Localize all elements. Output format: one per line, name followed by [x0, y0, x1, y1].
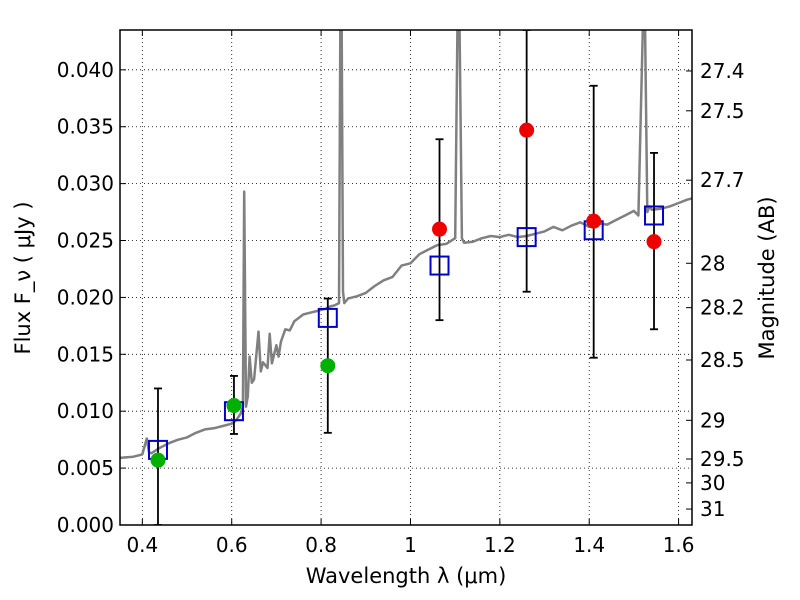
- magnitude-axis-label: Magnitude (AB): [755, 196, 779, 359]
- y-tick-label: 0.000: [57, 513, 114, 537]
- model-point: [516, 227, 537, 248]
- magnitude-tick-label: 27.5: [700, 99, 745, 123]
- x-axis: 0.4 0.6 0.8 1 1.2 1.4 1.6: [126, 30, 695, 557]
- observed-point: [519, 122, 535, 138]
- y-tick-label: 0.020: [57, 285, 114, 309]
- plot-frame: [119, 29, 693, 526]
- x-tick-label: 0.6: [216, 533, 248, 557]
- observed-point: [646, 234, 662, 250]
- magnitude-tick-label: 31: [700, 497, 725, 521]
- y-tick-label: 0.040: [57, 58, 114, 82]
- y-tick-label: 0.005: [57, 456, 114, 480]
- magnitude-tick-label: 28: [700, 251, 725, 275]
- x-tick-label: 1.4: [573, 533, 605, 557]
- x-tick-label: 1.6: [663, 533, 695, 557]
- x-tick-label: 1: [404, 533, 417, 557]
- magnitude-tick-label: 28.5: [700, 348, 745, 372]
- observed-point: [226, 398, 242, 414]
- magnitude-tick-label: 28.2: [700, 296, 745, 320]
- x-tick-label: 1.2: [484, 533, 516, 557]
- magnitude-tick-label: 29.5: [700, 447, 745, 471]
- x-axis-label: Wavelength λ (μm): [306, 564, 507, 588]
- error-bar: [522, 30, 531, 293]
- model-point: [644, 205, 665, 226]
- observed-points-layer: [150, 122, 662, 468]
- observed-point: [432, 221, 448, 237]
- y-tick-label: 0.030: [57, 172, 114, 196]
- y-axis-label: Flux F_ν ( μJy ): [11, 201, 36, 354]
- y-tick-label: 0.010: [57, 399, 114, 423]
- model-point: [317, 307, 338, 328]
- y-axis: 0.000 0.005 0.010 0.015 0.020 0.025 0.030 0.035…: [57, 58, 126, 537]
- magnitude-tick-label: 27.4: [700, 59, 745, 83]
- model-point: [429, 255, 450, 276]
- observed-point: [150, 452, 166, 468]
- plot-area: [120, 30, 692, 525]
- y-tick-label: 0.035: [57, 115, 114, 139]
- y-tick-label: 0.025: [57, 229, 114, 253]
- x-tick-label: 0.8: [305, 533, 337, 557]
- observed-point: [320, 358, 336, 374]
- magnitude-tick-label: 30: [700, 471, 725, 495]
- magnitude-tick-label: 29: [700, 408, 725, 432]
- magnitude-tick-label: 27.7: [700, 168, 745, 192]
- observed-point: [586, 213, 602, 229]
- y-tick-label: 0.015: [57, 342, 114, 366]
- x-tick-label: 0.4: [126, 533, 158, 557]
